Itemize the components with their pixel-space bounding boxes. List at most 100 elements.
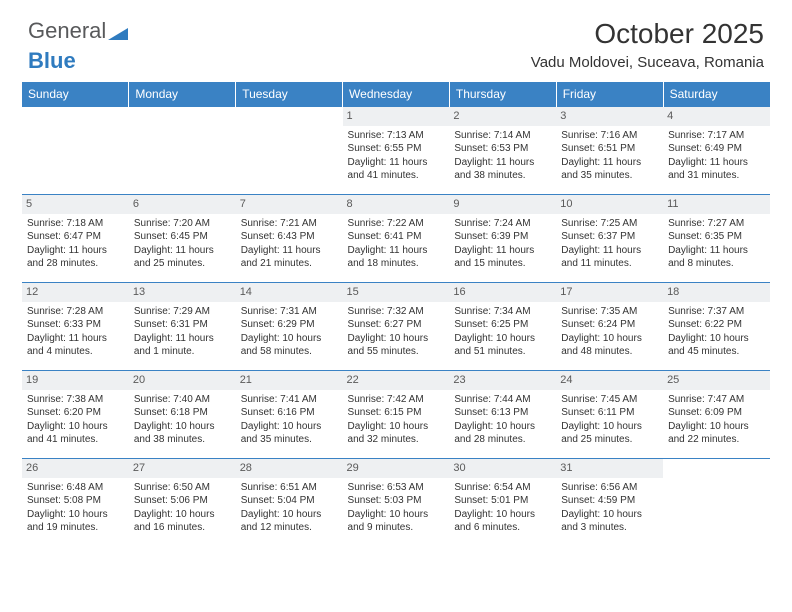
sunset-text: Sunset: 6:33 PM [27,318,124,332]
location-subtitle: Vadu Moldovei, Suceava, Romania [531,54,764,71]
sunrise-text: Sunrise: 7:40 AM [134,393,231,407]
sunrise-text: Sunrise: 7:27 AM [668,217,765,231]
daylight-text: Daylight: 10 hours and 51 minutes. [454,332,551,359]
sunrise-text: Sunrise: 6:50 AM [134,481,231,495]
daylight-text: Daylight: 11 hours and 38 minutes. [454,156,551,183]
calendar-day-cell: 20Sunrise: 7:40 AMSunset: 6:18 PMDayligh… [129,371,236,459]
calendar-day-cell: 5 Sunrise: 7:18 AMSunset: 6:47 PMDaylight… [22,195,129,283]
day-number: 19 [22,371,129,390]
daylight-text: Daylight: 10 hours and 28 minutes. [454,420,551,447]
sunset-text: Sunset: 6:45 PM [134,230,231,244]
sunrise-text: Sunrise: 7:25 AM [561,217,658,231]
sunset-text: Sunset: 5:06 PM [134,494,231,508]
day-number: 15 [343,283,450,302]
calendar-day-cell: 24Sunrise: 7:45 AMSunset: 6:11 PMDayligh… [556,371,663,459]
day-number: 30 [449,459,556,478]
sunset-text: Sunset: 6:09 PM [668,406,765,420]
day-number: 16 [449,283,556,302]
daylight-text: Daylight: 11 hours and 41 minutes. [348,156,445,183]
calendar-day-cell: 29Sunrise: 6:53 AMSunset: 5:03 PMDayligh… [343,459,450,547]
sunrise-text: Sunrise: 6:51 AM [241,481,338,495]
daylight-text: Daylight: 11 hours and 35 minutes. [561,156,658,183]
daylight-text: Daylight: 11 hours and 25 minutes. [134,244,231,271]
sunset-text: Sunset: 6:22 PM [668,318,765,332]
sunset-text: Sunset: 5:08 PM [27,494,124,508]
day-number: 18 [663,283,770,302]
calendar-day-cell: 6 Sunrise: 7:20 AMSunset: 6:45 PMDaylight… [129,195,236,283]
calendar-day-cell: 3Sunrise: 7:16 AMSunset: 6:51 PMDaylight… [556,107,663,195]
calendar-day-cell: 18Sunrise: 7:37 AMSunset: 6:22 PMDayligh… [663,283,770,371]
daylight-text: Daylight: 10 hours and 3 minutes. [561,508,658,535]
daylight-text: Daylight: 11 hours and 8 minutes. [668,244,765,271]
day-number: 27 [129,459,236,478]
day-number: 2 [449,107,556,126]
daylight-text: Daylight: 10 hours and 35 minutes. [241,420,338,447]
calendar-day-cell: 10 Sunrise: 7:25 AMSunset: 6:37 PMDayligh… [556,195,663,283]
sunset-text: Sunset: 6:37 PM [561,230,658,244]
day-number: 14 [236,283,343,302]
calendar-week-row: 19Sunrise: 7:38 AMSunset: 6:20 PMDayligh… [22,371,770,459]
sunset-text: Sunset: 6:16 PM [241,406,338,420]
day-number: 3 [556,107,663,126]
sunset-text: Sunset: 5:03 PM [348,494,445,508]
sunrise-text: Sunrise: 7:13 AM [348,129,445,143]
daylight-text: Daylight: 11 hours and 11 minutes. [561,244,658,271]
calendar-day-cell: 8Sunrise: 7:22 AMSunset: 6:41 PMDaylight… [343,195,450,283]
calendar-day-cell: 4Sunrise: 7:17 AMSunset: 6:49 PMDaylight… [663,107,770,195]
sunset-text: Sunset: 6:51 PM [561,142,658,156]
calendar-day-cell: 15Sunrise: 7:32 AMSunset: 6:27 PMDayligh… [343,283,450,371]
day-number: 6 [129,195,236,214]
daylight-text: Daylight: 10 hours and 19 minutes. [27,508,124,535]
daylight-text: Daylight: 10 hours and 12 minutes. [241,508,338,535]
day-number: 22 [343,371,450,390]
daylight-text: Daylight: 11 hours and 21 minutes. [241,244,338,271]
day-number: 5 [22,195,129,214]
calendar-week-row: 5Sunrise: 7:18 AMSunset: 6:47 PMDaylight… [22,195,770,283]
daylight-text: Daylight: 11 hours and 28 minutes. [27,244,124,271]
logo: General Blue [28,18,128,74]
day-header-sunday: Sunday [22,82,129,107]
day-number: 1 [343,107,450,126]
daylight-text: Daylight: 11 hours and 15 minutes. [454,244,551,271]
sunset-text: Sunset: 6:31 PM [134,318,231,332]
sunrise-text: Sunrise: 7:17 AM [668,129,765,143]
sunrise-text: Sunrise: 7:31 AM [241,305,338,319]
day-number: 7 [236,195,343,214]
day-header-wednesday: Wednesday [343,82,450,107]
day-number: 10 [556,195,663,214]
sunrise-text: Sunrise: 7:47 AM [668,393,765,407]
calendar-day-cell: 12Sunrise: 7:28 AMSunset: 6:33 PMDayligh… [22,283,129,371]
calendar-week-row: 12Sunrise: 7:28 AMSunset: 6:33 PMDayligh… [22,283,770,371]
calendar-day-cell: 9Sunrise: 7:24 AMSunset: 6:39 PMDaylight… [449,195,556,283]
day-number: 23 [449,371,556,390]
day-number: 26 [22,459,129,478]
sunrise-text: Sunrise: 7:20 AM [134,217,231,231]
calendar-table: Sunday Monday Tuesday Wednesday Thursday… [22,82,770,547]
sunrise-text: Sunrise: 7:18 AM [27,217,124,231]
calendar-day-cell: 30Sunrise: 6:54 AMSunset: 5:01 PMDayligh… [449,459,556,547]
sunrise-text: Sunrise: 7:44 AM [454,393,551,407]
calendar-day-cell: 28Sunrise: 6:51 AMSunset: 5:04 PMDayligh… [236,459,343,547]
day-header-tuesday: Tuesday [236,82,343,107]
calendar-day-cell: 19Sunrise: 7:38 AMSunset: 6:20 PMDayligh… [22,371,129,459]
sunrise-text: Sunrise: 7:22 AM [348,217,445,231]
sunrise-text: Sunrise: 7:14 AM [454,129,551,143]
day-number: 11 [663,195,770,214]
sunset-text: Sunset: 6:55 PM [348,142,445,156]
day-header-row: Sunday Monday Tuesday Wednesday Thursday… [22,82,770,107]
calendar-day-cell: 21Sunrise: 7:41 AMSunset: 6:16 PMDayligh… [236,371,343,459]
day-number: 17 [556,283,663,302]
day-number: 8 [343,195,450,214]
calendar-day-cell: 13Sunrise: 7:29 AMSunset: 6:31 PMDayligh… [129,283,236,371]
calendar-day-cell: 26Sunrise: 6:48 AMSunset: 5:08 PMDayligh… [22,459,129,547]
day-number: 25 [663,371,770,390]
sunrise-text: Sunrise: 7:45 AM [561,393,658,407]
month-title: October 2025 [531,18,764,50]
calendar-day-cell: 23Sunrise: 7:44 AMSunset: 6:13 PMDayligh… [449,371,556,459]
daylight-text: Daylight: 10 hours and 22 minutes. [668,420,765,447]
calendar-day-cell [663,459,770,547]
sunset-text: Sunset: 6:47 PM [27,230,124,244]
sunset-text: Sunset: 6:15 PM [348,406,445,420]
sunrise-text: Sunrise: 6:54 AM [454,481,551,495]
sunrise-text: Sunrise: 7:38 AM [27,393,124,407]
